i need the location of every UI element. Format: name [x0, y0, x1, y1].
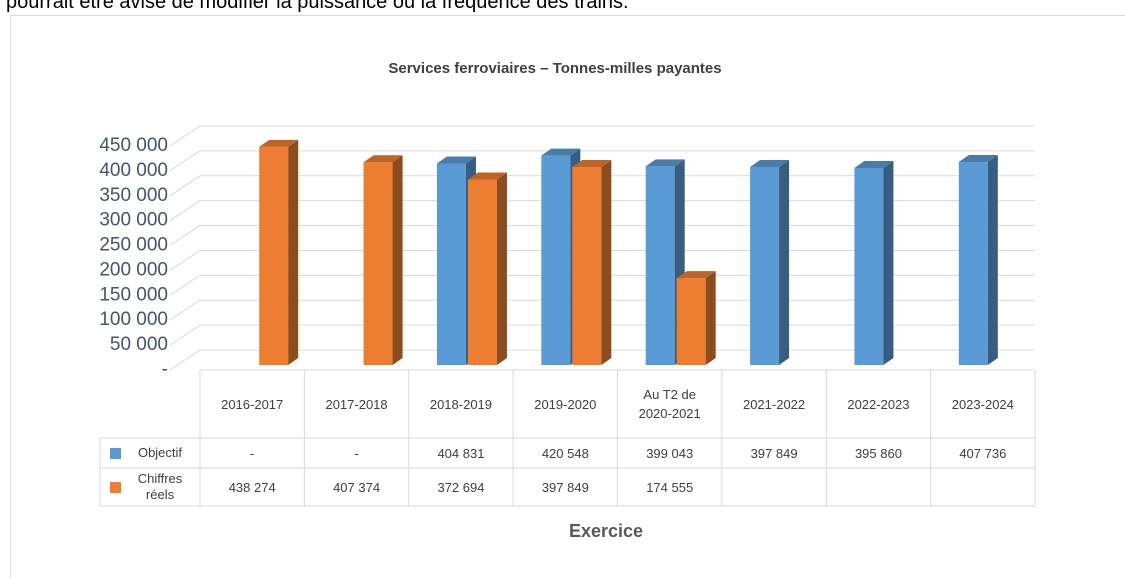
table-value: 397 849 [541, 479, 589, 495]
bar-side [601, 159, 612, 365]
bar [958, 162, 988, 365]
chart-title: Services ferroviaires – Tonnes-milles pa… [388, 60, 721, 77]
bar-side [496, 172, 507, 365]
x-axis-label: Exercice [569, 521, 643, 541]
bar [467, 179, 497, 365]
bar [750, 166, 780, 365]
bar-side [883, 160, 894, 365]
y-tick-label: 450 000 [99, 135, 168, 156]
y-tick-label: 300 000 [99, 210, 168, 231]
legend-key [110, 448, 121, 459]
legend-label: Chiffres réels [137, 471, 183, 502]
bar-top [676, 271, 716, 279]
table-value: 395 860 [854, 445, 902, 461]
y-tick-label: 200 000 [99, 259, 168, 280]
y-tick-label: 100 000 [99, 309, 168, 330]
bar [854, 167, 884, 365]
x-tick-label: 2022-2023 [847, 396, 910, 412]
bar [259, 146, 289, 365]
bar-top [259, 139, 299, 147]
table-value: 174 555 [646, 479, 694, 495]
bar [676, 278, 706, 365]
table-value: 407 374 [333, 479, 381, 495]
y-tick-label: 50 000 [110, 334, 168, 355]
x-tick-label: 2017-2018 [325, 396, 388, 412]
bar [572, 166, 602, 365]
x-tick-label: Au T2 de 2020-2021 [638, 387, 701, 421]
y-tick-label: 150 000 [99, 284, 168, 305]
table-value: - [354, 445, 359, 461]
bar-side [392, 155, 403, 365]
y-tick-label: 350 000 [99, 185, 168, 206]
bar-top [854, 160, 894, 168]
table-value: 420 548 [541, 445, 589, 461]
table-value: 372 694 [437, 479, 485, 495]
legend-label: Objectif [137, 445, 183, 460]
bar-top [750, 159, 790, 167]
bar [541, 155, 571, 365]
bar [436, 163, 466, 365]
bar-side [987, 155, 998, 365]
table-value: 404 831 [437, 445, 485, 461]
grid-line [169, 125, 1035, 147]
bar [645, 166, 675, 365]
bar-top [958, 155, 998, 163]
x-tick-label: 2023-2024 [951, 396, 1014, 412]
table-value: 407 736 [959, 445, 1007, 461]
table-value: 399 043 [646, 445, 694, 461]
legend-key [110, 482, 121, 493]
table-value: - [250, 445, 255, 461]
y-tick-label: 250 000 [99, 235, 168, 256]
grid-line [169, 150, 1035, 172]
x-tick-label: 2021-2022 [742, 396, 806, 412]
bar-top [363, 155, 403, 163]
y-tick-label: - [162, 359, 168, 380]
table-value: 438 274 [228, 479, 276, 495]
bar-top [645, 159, 685, 167]
y-tick-label: 400 000 [99, 160, 168, 181]
bar [363, 162, 393, 365]
bar-side [779, 159, 790, 365]
bar-top [572, 159, 612, 167]
x-tick-label: 2018-2019 [429, 396, 493, 412]
x-tick-label: 2016-2017 [221, 396, 284, 412]
x-tick-label: 2019-2020 [534, 396, 597, 412]
bar-side [288, 139, 299, 365]
bar-top [541, 148, 581, 156]
bar-top [467, 172, 507, 180]
bar-side [705, 271, 716, 365]
page-text: pourrait être avisé de modifier la puiss… [6, 0, 629, 13]
bar-top [436, 156, 476, 164]
table-value: 397 849 [750, 445, 798, 461]
